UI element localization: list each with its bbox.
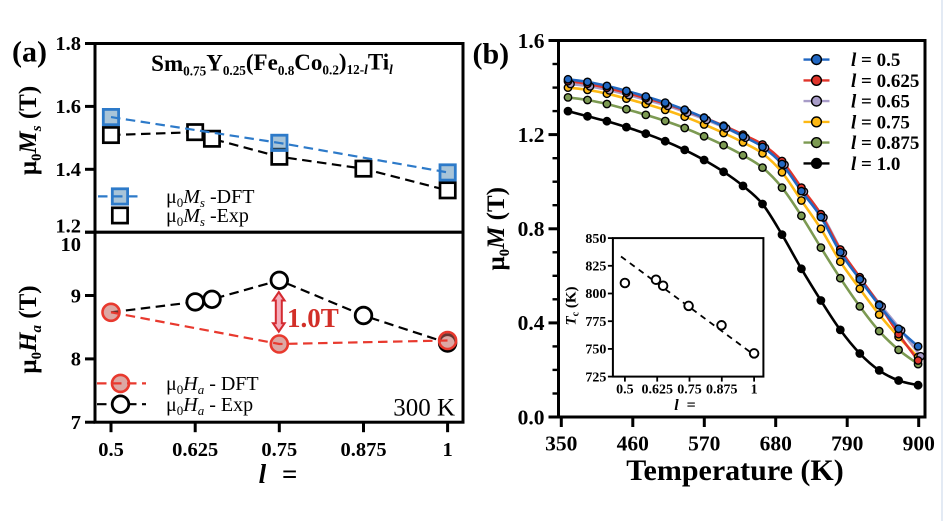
svg-text:l = 1.0: l = 1.0	[851, 154, 900, 175]
svg-text:900: 900	[903, 432, 935, 456]
svg-text:725: 725	[585, 370, 606, 385]
svg-text:0.4: 0.4	[518, 311, 545, 335]
svg-text:1.6: 1.6	[55, 96, 81, 118]
svg-text:1.0T: 1.0T	[287, 303, 339, 333]
svg-text:0.75: 0.75	[261, 439, 297, 461]
svg-text:l = 0.65: l = 0.65	[851, 92, 910, 113]
svg-text:460: 460	[617, 432, 649, 456]
svg-text:9: 9	[71, 285, 81, 307]
svg-text:0.8: 0.8	[518, 217, 545, 241]
svg-text:0.5: 0.5	[616, 383, 634, 398]
svg-text:680: 680	[760, 432, 792, 456]
svg-text:800: 800	[585, 287, 606, 302]
svg-text:0.625: 0.625	[641, 383, 673, 398]
svg-text:0.875: 0.875	[706, 383, 738, 398]
svg-text:1.6: 1.6	[518, 29, 545, 53]
svg-text:Tc (K): Tc (K)	[564, 286, 582, 325]
svg-text:10: 10	[61, 234, 82, 256]
svg-text:0.5: 0.5	[98, 439, 124, 461]
svg-text:l =: l =	[674, 397, 696, 414]
svg-text:l = 0.875: l = 0.875	[851, 133, 919, 154]
svg-text:l = 0.5: l = 0.5	[851, 50, 900, 71]
svg-text:825: 825	[585, 260, 606, 275]
svg-text:850: 850	[585, 232, 606, 247]
svg-text:1.4: 1.4	[55, 159, 81, 181]
svg-text:Temperature (K): Temperature (K)	[626, 454, 843, 487]
svg-text:0.0: 0.0	[518, 405, 545, 429]
svg-text:350: 350	[545, 432, 577, 456]
svg-text:750: 750	[585, 343, 606, 358]
svg-text:775: 775	[585, 315, 606, 330]
svg-text:0.625: 0.625	[172, 439, 218, 461]
svg-text:(b): (b)	[473, 38, 510, 71]
svg-text:8: 8	[71, 349, 81, 371]
svg-text:l =: l =	[259, 459, 298, 489]
svg-text:7: 7	[71, 412, 81, 434]
svg-text:1.2: 1.2	[518, 123, 545, 147]
svg-text:0.75: 0.75	[677, 383, 702, 398]
svg-text:0.875: 0.875	[340, 439, 386, 461]
svg-text:l = 0.625: l = 0.625	[851, 71, 919, 92]
svg-text:790: 790	[831, 432, 863, 456]
svg-text:1.2: 1.2	[55, 216, 81, 238]
svg-text:1: 1	[442, 439, 452, 461]
svg-text:570: 570	[688, 432, 720, 456]
svg-text:(a): (a)	[12, 36, 47, 69]
svg-text:300 K: 300 K	[393, 395, 455, 422]
svg-text:μ0M (T): μ0M (T)	[483, 187, 513, 270]
svg-text:l = 0.75: l = 0.75	[851, 112, 910, 133]
svg-text:1.8: 1.8	[55, 33, 81, 55]
svg-text:μ0Ha - Exp: μ0Ha - Exp	[166, 394, 253, 418]
svg-text:μ0Ms -DFT: μ0Ms -DFT	[166, 186, 254, 210]
svg-text:1: 1	[751, 383, 758, 398]
svg-text:μ0Ha - DFT: μ0Ha - DFT	[166, 373, 259, 397]
